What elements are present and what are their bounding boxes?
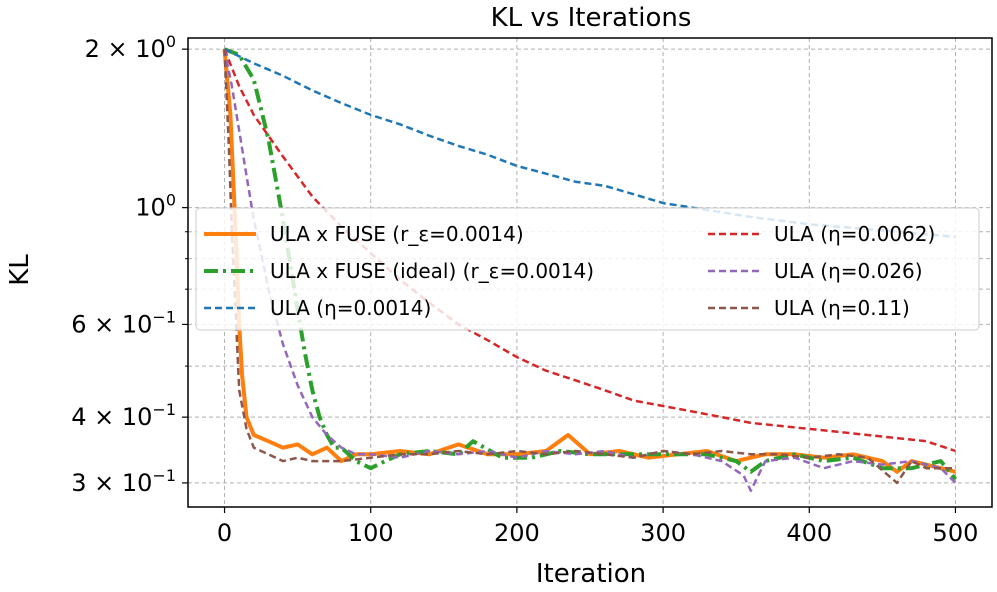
x-tick-label: 300 — [640, 519, 686, 547]
series-line-3 — [223, 48, 956, 453]
legend-label-3: ULA (η=0.0062) — [774, 222, 935, 246]
x-tick-label: 200 — [494, 519, 540, 547]
y-tick-label: 2 × 100 — [85, 32, 176, 63]
y-axis-title: KL — [5, 254, 35, 286]
legend-box — [195, 207, 980, 331]
legend-label-4: ULA (η=0.026) — [774, 259, 923, 283]
x-tick-label: 0 — [217, 519, 232, 547]
legend-label-2: ULA (η=0.0014) — [270, 296, 431, 320]
legend: ULA x FUSE (r_ε=0.0014) ULA x FUSE (ideal… — [195, 207, 980, 331]
y-tick-label: 4 × 10−1 — [71, 400, 176, 431]
legend-label-0: ULA x FUSE (r_ε=0.0014) — [270, 222, 524, 246]
y-tick-label: 100 — [135, 191, 176, 222]
plot-frame — [187, 37, 993, 508]
y-tick-label: 3 × 10−1 — [71, 466, 176, 497]
x-tick-label: 100 — [348, 519, 394, 547]
y-tick-label: 6 × 10−1 — [71, 307, 176, 338]
series-line-5 — [223, 49, 956, 485]
axis-ticks: 0 100 200 300 400 500 3 × 10−1 4 × 10−1 6 × 10−1… — [71, 32, 978, 547]
x-tick-label: 500 — [933, 519, 979, 547]
x-tick-label: 400 — [786, 519, 832, 547]
chart-title: KL vs Iterations — [491, 3, 692, 33]
x-axis-title: Iteration — [536, 559, 646, 589]
legend-label-1: ULA x FUSE (ideal) (r_ε=0.0014) — [270, 259, 594, 283]
legend-label-5: ULA (η=0.11) — [774, 296, 910, 320]
